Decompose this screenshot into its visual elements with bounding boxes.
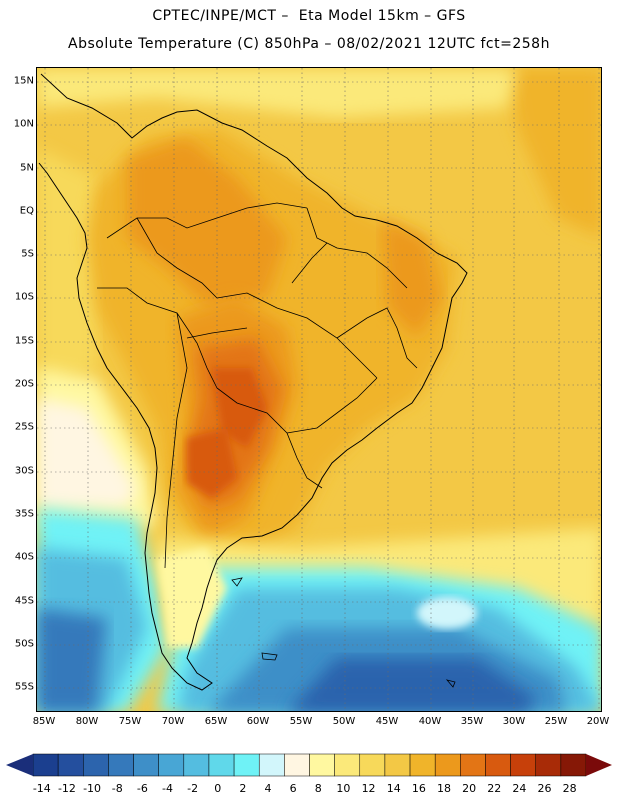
colorbar-box — [158, 753, 185, 777]
lon-label-45w: 45W — [375, 716, 399, 727]
colorbar-box — [233, 753, 260, 777]
colorbar-label: 16 — [411, 782, 426, 795]
colorbar-label: -12 — [57, 782, 76, 795]
lat-label-10s: 10S — [14, 291, 34, 303]
colorbar-box — [359, 753, 386, 777]
lon-label-80w: 80W — [75, 716, 99, 727]
lat-label-eq: EQ — [19, 205, 34, 217]
lat-label-45s: 45S — [14, 595, 34, 607]
colorbar-label: 4 — [264, 782, 272, 795]
colorbar-label: 14 — [386, 782, 401, 795]
colorbar-label: -2 — [187, 782, 199, 795]
colorbar-box — [560, 753, 587, 777]
colorbar-box — [83, 753, 109, 777]
colorbar-box — [434, 753, 461, 777]
colorbar-box — [384, 753, 411, 777]
lon-label-55w: 55W — [289, 716, 313, 727]
colorbar-label: 18 — [436, 782, 451, 795]
colorbar-label: 22 — [487, 782, 502, 795]
colorbar-label: -14 — [32, 782, 51, 795]
colorbar-box — [284, 753, 310, 777]
south-america-coastline — [38, 73, 468, 691]
title-line-2: Absolute Temperature (C) 850hPa – 08/02/… — [68, 36, 550, 52]
lat-label-15n: 15N — [13, 75, 34, 87]
colorbar-box — [208, 753, 235, 777]
lat-label-50s: 50S — [14, 638, 34, 650]
lat-label-40s: 40S — [14, 551, 34, 563]
lat-label-25s: 25S — [14, 421, 34, 433]
lon-label-85w: 85W — [32, 716, 56, 727]
lat-label-5s: 5S — [21, 248, 34, 260]
lon-label-60w: 60W — [246, 716, 270, 727]
colorbar-label: 12 — [361, 782, 376, 795]
lon-label-75w: 75W — [118, 716, 142, 727]
lon-label-20w: 20W — [586, 716, 610, 727]
colorbar-label: 8 — [314, 782, 322, 795]
lon-label-40w: 40W — [418, 716, 442, 727]
lon-label-65w: 65W — [204, 716, 228, 727]
lat-label-10n: 10N — [13, 118, 34, 130]
colorbar-box — [258, 753, 285, 777]
title-line-1: CPTEC/INPE/MCT – Eta Model 15km – GFS — [152, 8, 466, 24]
colorbar-box — [409, 753, 436, 777]
colorbar-low-arrow — [6, 754, 33, 776]
colorbar-box — [535, 753, 562, 777]
colorbar-label: 10 — [336, 782, 351, 795]
colorbar-box — [309, 753, 335, 777]
colorbar-label: 2 — [239, 782, 247, 795]
colorbar-box — [334, 753, 361, 777]
colorbar-label: -10 — [83, 782, 102, 795]
lat-label-5n: 5N — [20, 162, 34, 174]
colorbar-label: 28 — [562, 782, 577, 795]
colorbar-box — [32, 753, 59, 777]
lon-label-30w: 30W — [502, 716, 526, 727]
temperature-field — [37, 68, 601, 711]
lon-label-50w: 50W — [332, 716, 356, 727]
colorbar-box — [133, 753, 159, 777]
country-borders — [97, 202, 418, 569]
lat-label-20s: 20S — [14, 378, 34, 390]
lon-label-25w: 25W — [544, 716, 568, 727]
lat-label-15s: 15S — [14, 335, 34, 347]
colorbar-box — [108, 753, 134, 777]
colorbar-label: 6 — [289, 782, 297, 795]
colorbar-label: -4 — [161, 782, 173, 795]
colorbar-box — [57, 753, 84, 777]
colorbar-label: -8 — [111, 782, 123, 795]
lon-label-70w: 70W — [161, 716, 185, 727]
colorbar — [6, 753, 612, 777]
temperature-map — [36, 67, 602, 712]
colorbar-box — [460, 753, 486, 777]
lat-label-35s: 35S — [14, 508, 34, 520]
colorbar-high-arrow — [586, 754, 612, 776]
lat-label-55s: 55S — [14, 681, 34, 693]
colorbar-label: 20 — [462, 782, 477, 795]
colorbar-box — [183, 753, 210, 777]
colorbar-label: 26 — [537, 782, 552, 795]
lon-label-35w: 35W — [460, 716, 484, 727]
colorbar-label: -6 — [136, 782, 148, 795]
islands — [231, 577, 456, 688]
lat-label-30s: 30S — [14, 465, 34, 477]
colorbar-label: 24 — [512, 782, 527, 795]
colorbar-box — [485, 753, 511, 777]
colorbar-label: 0 — [214, 782, 222, 795]
colorbar-box — [510, 753, 536, 777]
